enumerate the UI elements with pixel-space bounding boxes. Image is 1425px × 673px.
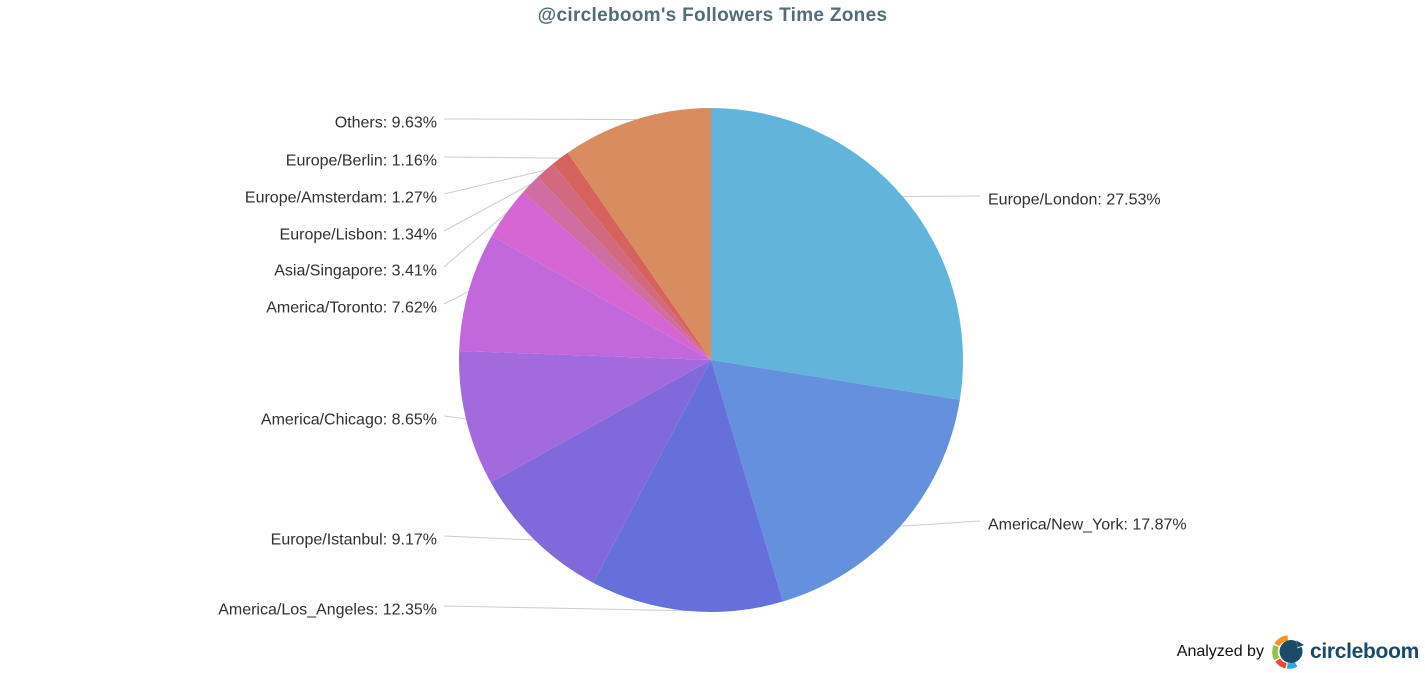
slice-label-europe-istanbul: Europe/Istanbul: 9.17% [271, 532, 437, 549]
slice-label-america-new-york: America/New_York: 17.87% [988, 517, 1187, 534]
slice-label-america-toronto: America/Toronto: 7.62% [266, 300, 437, 317]
label-connector-america-chicago [443, 415, 467, 420]
slice-label-others: Others: 9.63% [335, 115, 437, 132]
slice-label-europe-amsterdam: Europe/Amsterdam: 1.27% [245, 190, 437, 207]
slice-label-america-chicago: America/Chicago: 8.65% [261, 412, 437, 429]
pie-slice-america-los-angeles[interactable] [593, 360, 783, 613]
circleboom-logo-icon [1272, 635, 1307, 669]
chart-title: @circleboom's Followers Time Zones [537, 5, 888, 26]
pie-slice-asia-singapore[interactable] [491, 192, 711, 360]
pie-slice-others[interactable] [567, 108, 711, 360]
label-connector-europe-istanbul [443, 535, 535, 541]
slice-labels: Europe/London: 27.53% America/New_York: 1… [218, 115, 1186, 619]
circleboom-brand[interactable]: circleboom [1271, 634, 1419, 670]
slice-label-europe-london: Europe/London: 27.53% [988, 192, 1161, 209]
pie-slice-america-toronto[interactable] [459, 235, 711, 360]
label-connector-europe-amsterdam [443, 169, 546, 195]
label-connector-europe-berlin [443, 156, 561, 159]
pie-slice-europe-berlin[interactable] [552, 152, 711, 360]
pie-slice-europe-amsterdam[interactable] [537, 163, 711, 360]
pie-slice-europe-istanbul[interactable] [490, 360, 711, 583]
analyzed-by-label: Analyzed by [1176, 643, 1264, 660]
label-connectors [443, 118, 981, 612]
watermark-footer: Analyzed by circleboom [1177, 634, 1419, 670]
circleboom-brand-name: circleboom [1309, 640, 1419, 663]
label-connector-america-toronto [443, 291, 469, 305]
label-connector-europe-london [902, 195, 981, 198]
slice-label-asia-singapore: Asia/Singapore: 3.41% [274, 263, 437, 280]
label-connector-asia-singapore [443, 212, 507, 268]
slice-label-america-los-angeles: America/Los_Angeles: 12.35% [218, 602, 437, 619]
slice-label-europe-berlin: Europe/Berlin: 1.16% [286, 153, 437, 170]
pie-slice-america-new-york[interactable] [711, 360, 960, 602]
pie-slice-america-chicago[interactable] [458, 350, 711, 483]
slice-label-europe-lisbon: Europe/Lisbon: 1.34% [280, 227, 437, 244]
pie-slices [458, 108, 963, 613]
label-connector-america-los-angeles [443, 605, 687, 612]
pie-slice-europe-lisbon[interactable] [523, 176, 711, 360]
pie-slice-europe-london[interactable] [711, 108, 963, 400]
label-connector-america-new-york [900, 520, 981, 527]
label-connector-europe-lisbon [443, 183, 531, 232]
